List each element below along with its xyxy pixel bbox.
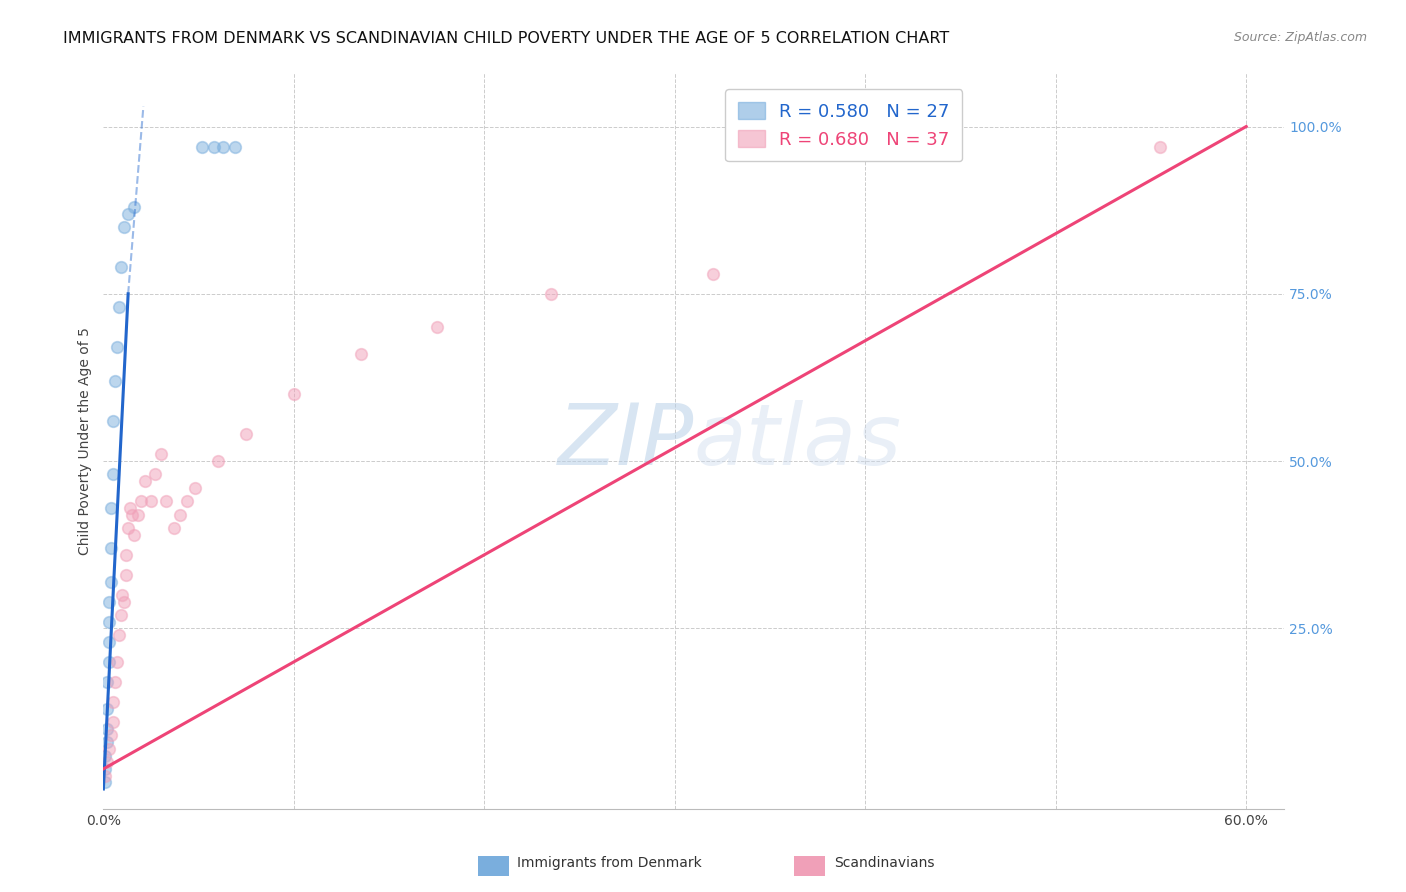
Point (112, 219, 135, 234)
Point (155, 494, 177, 508)
Point (98, 594, 121, 608)
Point (98, 615, 121, 629)
Point (212, 139, 235, 153)
Point (122, 527, 145, 541)
Point (100, 500, 122, 515)
Point (96, 675, 118, 690)
Point (98, 742, 121, 756)
Text: Source: ZipAtlas.com: Source: ZipAtlas.com (1233, 31, 1367, 45)
Point (426, 320, 449, 334)
Point (110, 607, 132, 622)
Point (117, 521, 139, 535)
Point (100, 574, 122, 589)
Point (100, 541, 122, 555)
Point (235, 427, 257, 442)
Point (143, 467, 166, 482)
Point (98, 655, 121, 669)
Text: atlas: atlas (693, 400, 901, 483)
Point (224, 139, 246, 153)
Point (101, 715, 124, 730)
Point (105, 340, 128, 354)
Point (702, 267, 724, 281)
Point (96, 702, 118, 716)
Point (104, 374, 127, 388)
Point (111, 588, 134, 602)
Text: IMMIGRANTS FROM DENMARK VS SCANDINAVIAN CHILD POVERTY UNDER THE AGE OF 5 CORRELA: IMMIGRANTS FROM DENMARK VS SCANDINAVIAN … (63, 31, 949, 46)
Point (94, 775, 117, 789)
Point (94, 748, 117, 763)
Point (101, 695, 124, 709)
Point (149, 447, 172, 461)
Text: ZIP: ZIP (558, 400, 693, 483)
Point (176, 494, 198, 508)
Point (94, 769, 117, 783)
Point (163, 521, 186, 535)
Point (169, 508, 191, 522)
Point (96, 722, 118, 736)
Point (98, 634, 121, 648)
Point (104, 675, 127, 690)
Point (202, 139, 225, 153)
Point (105, 655, 128, 669)
Point (112, 594, 135, 608)
Point (131, 494, 153, 508)
Point (94, 762, 117, 776)
Point (107, 628, 129, 642)
Point (283, 387, 305, 401)
Point (107, 300, 129, 314)
Point (115, 567, 138, 582)
Point (110, 260, 132, 274)
Point (122, 200, 145, 214)
Point (101, 414, 124, 428)
Point (134, 474, 156, 488)
Point (540, 286, 562, 301)
Y-axis label: Child Poverty Under the Age of 5: Child Poverty Under the Age of 5 (79, 327, 93, 555)
Point (349, 347, 371, 361)
Point (121, 508, 143, 522)
Point (118, 500, 141, 515)
Point (96, 756, 118, 770)
Point (207, 454, 229, 468)
Text: Scandinavians: Scandinavians (834, 856, 934, 871)
Point (117, 206, 139, 220)
Point (1149, 139, 1171, 153)
Point (100, 729, 122, 743)
Point (101, 467, 124, 482)
Text: Immigrants from Denmark: Immigrants from Denmark (517, 856, 702, 871)
Point (191, 139, 214, 153)
Point (184, 481, 207, 495)
Point (127, 508, 149, 522)
Point (96, 735, 118, 749)
Point (115, 548, 138, 562)
Point (139, 494, 162, 508)
Legend: R = 0.580   N = 27, R = 0.680   N = 37: R = 0.580 N = 27, R = 0.680 N = 37 (725, 89, 962, 161)
